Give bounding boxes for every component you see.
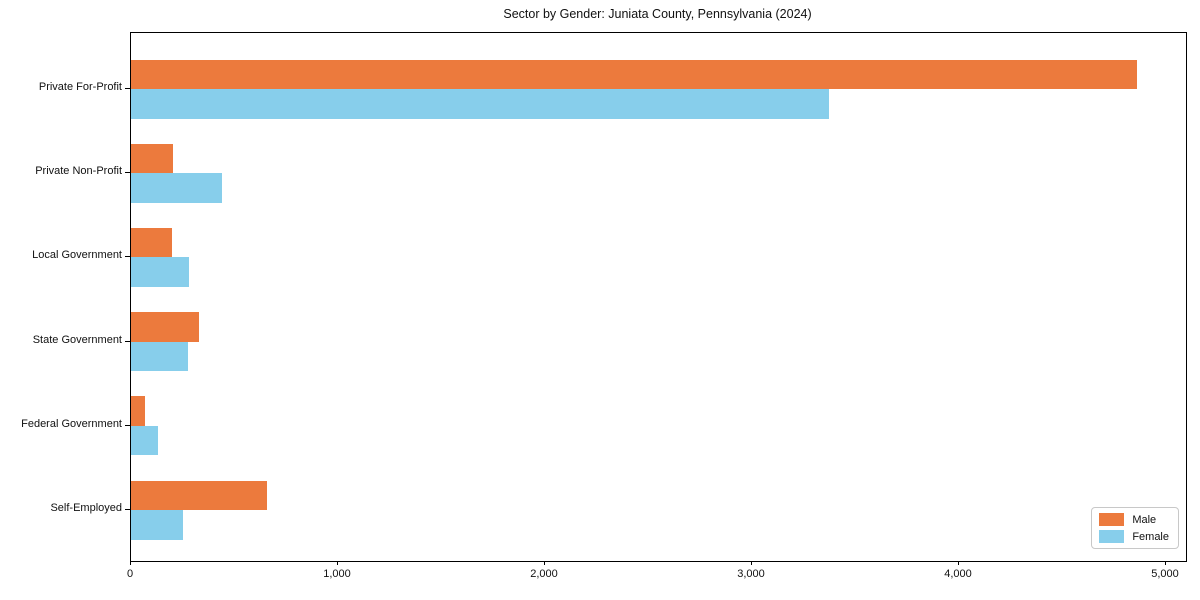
y-tick-label: Private Non-Profit [35, 165, 122, 178]
legend-item-male: Male [1099, 513, 1169, 526]
x-tick-mark [130, 561, 131, 565]
y-tick-mark [125, 88, 130, 89]
y-tick-label: Private For-Profit [38, 81, 122, 93]
x-tick-label: 5,000 [1151, 568, 1179, 580]
bar-female-2 [131, 173, 223, 203]
x-tick-label: 2,000 [530, 568, 558, 580]
y-tick-mark [125, 424, 130, 426]
legend-swatch-female [1099, 530, 1125, 543]
x-tick-mark [1165, 561, 1166, 565]
bar-male-2 [131, 143, 174, 174]
bar-male-3 [131, 227, 173, 258]
bar-female-6 [131, 510, 183, 540]
x-tick-label: 4,000 [944, 568, 972, 580]
y-tick-label: Self-Employed [50, 502, 122, 514]
y-tick-mark [125, 509, 130, 510]
legend-label-female: Female [1132, 530, 1169, 543]
legend-label-male: Male [1132, 513, 1157, 526]
bar-male-5 [131, 396, 146, 426]
y-tick-mark [125, 172, 130, 174]
x-tick-mark [958, 561, 959, 565]
x-tick-label: 1,000 [323, 568, 351, 580]
y-tick-label: State Government [32, 333, 122, 346]
bar-female-4 [131, 341, 188, 372]
bar-male-4 [131, 312, 200, 342]
chart-title: Sector by Gender: Juniata County, Pennsy… [503, 7, 812, 21]
bar-female-3 [131, 257, 189, 287]
y-tick-mark [125, 340, 130, 342]
plot-area: Male Female [130, 32, 1187, 562]
bar-male-6 [131, 480, 267, 510]
legend-swatch-male [1099, 513, 1125, 526]
x-tick-mark [337, 561, 338, 565]
x-tick-mark [751, 561, 752, 565]
y-tick-label: Local Government [32, 249, 122, 262]
legend: Male Female [1091, 507, 1179, 549]
y-tick-mark [125, 256, 130, 258]
bar-male-1 [131, 59, 1138, 89]
bar-female-5 [131, 425, 158, 456]
y-tick-label: Federal Government [21, 417, 122, 430]
bar-female-1 [131, 89, 829, 119]
legend-item-female: Female [1099, 530, 1169, 543]
x-tick-label: 3,000 [737, 568, 765, 580]
x-tick-label: 0 [126, 568, 134, 580]
x-tick-mark [544, 561, 545, 565]
